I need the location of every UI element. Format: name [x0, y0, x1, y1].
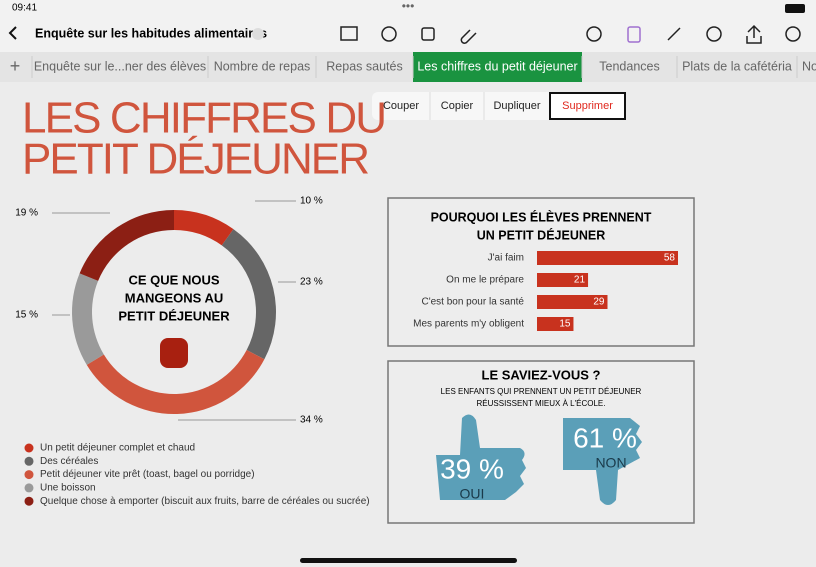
bar-title: POURQUOI LES ÉLÈVES PRENNENT	[431, 209, 652, 224]
menu-highlight	[549, 92, 626, 120]
back-button[interactable]	[8, 26, 17, 40]
bar-category: C'est bon pour la santé	[421, 297, 524, 308]
media-button[interactable]	[460, 29, 477, 44]
donut-slice	[86, 350, 265, 414]
more-button[interactable]	[785, 26, 801, 42]
bar-category: Mes parents m'y obligent	[413, 319, 524, 330]
legend-label: Un petit déjeuner complet et chaud	[40, 443, 195, 454]
tab[interactable]: Nombre de repas	[214, 59, 311, 73]
slice-label: 15 %	[15, 310, 38, 321]
slice-label: 34 %	[300, 415, 323, 426]
legend-label: Une boisson	[40, 483, 96, 494]
bar	[537, 317, 574, 331]
bar	[537, 251, 678, 265]
yes-label: OUI	[460, 486, 485, 502]
donut-center-label: PETIT DÉJEUNER	[118, 308, 230, 323]
tab-bar	[0, 52, 816, 82]
share-button[interactable]	[746, 24, 762, 44]
bar-value: 58	[664, 253, 676, 264]
donut-slice	[79, 210, 174, 281]
donut-slice	[221, 229, 277, 360]
legend-label: Des céréales	[40, 456, 98, 467]
active-tab-bg	[413, 52, 582, 82]
legend-swatch	[24, 496, 34, 506]
no-value: 61 %	[573, 422, 637, 453]
menu-item[interactable]: Dupliquer	[493, 100, 540, 112]
bar	[537, 273, 589, 287]
thumb-down	[563, 418, 642, 505]
fact-text: LES ENFANTS QUI PRENNENT UN PETIT DÉJEUN…	[441, 387, 642, 396]
filter-button[interactable]	[706, 26, 722, 42]
bar	[537, 295, 608, 309]
time: 09:41	[12, 3, 37, 14]
add-tab[interactable]: +	[10, 56, 21, 76]
donut-slice	[174, 210, 234, 246]
toast-icon	[160, 338, 188, 368]
tab[interactable]: Repas sautés	[326, 59, 402, 73]
table-button[interactable]	[340, 26, 358, 41]
thumb-up	[436, 414, 526, 500]
slice-label: 19 %	[15, 208, 38, 219]
legend-swatch	[24, 483, 34, 493]
legend-label: Quelque chose à emporter (biscuit aux fr…	[40, 496, 370, 507]
undo-button[interactable]	[586, 26, 602, 42]
donut-center-label: MANGEONS AU	[125, 290, 223, 305]
tab[interactable]: Les chiffres du petit déjeuner	[417, 59, 577, 73]
battery	[785, 4, 805, 13]
menu-item[interactable]: Supprimer	[562, 100, 613, 112]
fact-title: LE SAVIEZ-VOUS ?	[482, 367, 601, 382]
menu-item[interactable]: Copier	[441, 100, 474, 112]
tab[interactable]: Enquête sur le...ner des élèves	[34, 59, 206, 73]
shape-button[interactable]	[421, 27, 435, 41]
heading: PETIT DÉJEUNER	[22, 135, 370, 184]
slice-label: 10 %	[300, 196, 323, 207]
slice-label: 23 %	[300, 277, 323, 288]
legend-swatch	[24, 470, 34, 480]
donut-slice	[72, 273, 104, 365]
title-menu[interactable]	[252, 28, 264, 40]
menu-item[interactable]: Couper	[383, 100, 419, 112]
format-button[interactable]	[627, 26, 641, 43]
tab[interactable]: No	[802, 59, 816, 73]
bar-category: On me le prépare	[446, 275, 524, 286]
bar-title: UN PETIT DÉJEUNER	[477, 227, 606, 242]
tab[interactable]: Tendances	[599, 59, 659, 73]
bar-value: 29	[593, 297, 605, 308]
fact-text: RÉUSSISSENT MIEUX À L'ÉCOLE.	[477, 399, 606, 408]
bar-value: 15	[559, 319, 571, 330]
donut-center-label: CE QUE NOUS	[128, 272, 219, 287]
legend-label: Petit déjeuner vite prêt (toast, bagel o…	[40, 469, 255, 480]
tab[interactable]: Plats de la cafétéria	[682, 59, 792, 73]
fact-box	[387, 360, 695, 524]
brush-button[interactable]	[667, 27, 681, 41]
legend-swatch	[24, 456, 34, 466]
multitask-dots: •••	[402, 0, 415, 13]
heading: LES CHIFFRES DU	[22, 94, 387, 143]
bar-category: J'ai faim	[488, 253, 524, 264]
no-label: NON	[595, 455, 626, 471]
yes-value: 39 %	[440, 453, 504, 484]
home-indicator	[300, 558, 517, 563]
bar-value: 21	[574, 275, 586, 286]
doc-title[interactable]: Enquête sur les habitudes alimentaires	[35, 26, 267, 40]
legend-swatch	[24, 443, 34, 453]
toolbar-bg	[0, 0, 816, 52]
chart-button[interactable]	[381, 26, 397, 42]
